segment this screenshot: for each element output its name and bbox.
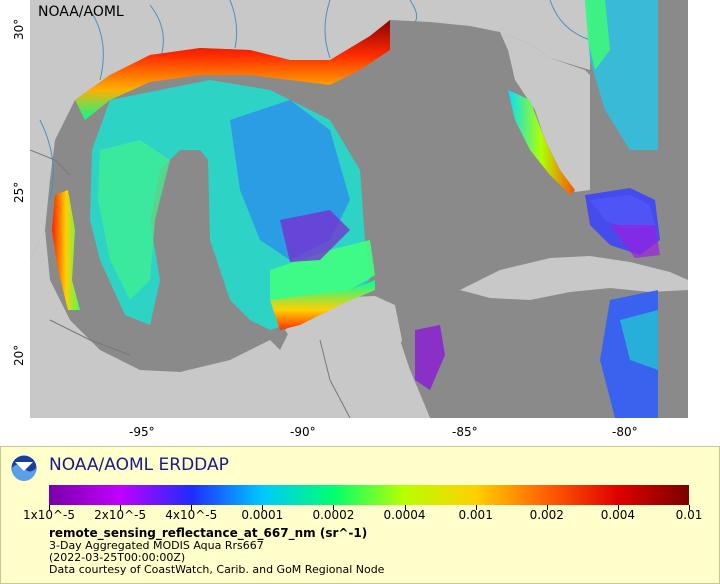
colorbar-tick-label: 0.0002 (312, 508, 355, 522)
colorbar-tick (262, 505, 264, 510)
variable-name: remote_sensing_reflectance_at_667_nm (sr… (49, 526, 368, 540)
reflectance-western-gulf-green (98, 140, 170, 300)
colorbar-tick-label: 0.004 (600, 508, 636, 522)
legend-brand: NOAA/AOML ERDDAP (49, 455, 229, 475)
product-name: 3-Day Aggregated MODIS Aqua Rrs667 (49, 539, 264, 552)
map-source-tag: NOAA/AOML (38, 4, 124, 20)
colorbar-tick-label: 1x10^-5 (22, 508, 76, 522)
colorbar-tick-label: 4x10^-5 (165, 508, 218, 522)
map-frame[interactable] (30, 0, 688, 418)
reflectance-florida-shelf (508, 90, 575, 195)
x-tick-95: -95° (129, 425, 155, 439)
x-tick-80: -80° (612, 425, 638, 439)
reflectance-atlantic-green (585, 0, 610, 70)
us-gulf-coast-land (30, 0, 590, 260)
colorbar-tick-label: 2x10^-5 (94, 508, 147, 522)
y-tick-20: 20° (12, 344, 26, 366)
colorbar-tick-label: 0.0001 (241, 508, 284, 522)
reflectance-purple-patch (280, 210, 350, 262)
colorbar-tick (546, 505, 548, 510)
reflectance-northern-coast (75, 20, 390, 120)
colorbar-tick (617, 505, 619, 510)
data-credit: Data courtesy of CoastWatch, Carib. and … (49, 563, 385, 576)
reflectance-caribbean-cyan (620, 310, 658, 370)
colorbar-tick-label: 0.01 (675, 508, 703, 522)
reflectance-yucatan-shelf (270, 240, 375, 315)
reflectance-florida-straits-purple (610, 225, 660, 258)
legend-panel: NOAA/AOML ERDDAP remote_sensing_reflecta… (0, 446, 720, 584)
colorbar-tick (404, 505, 406, 510)
yucatan-land (285, 296, 402, 385)
reflectance-yucatan-channel (415, 325, 445, 390)
central-america-land (350, 370, 430, 418)
colorbar-tick (191, 505, 193, 510)
colorbar-tick (475, 505, 477, 510)
colorbar (49, 485, 689, 505)
country-borders (30, 149, 351, 418)
colorbar-tick-label: 0.001 (458, 508, 493, 522)
y-tick-30: 30° (12, 18, 26, 40)
colorbar-tick-label: 0.0004 (383, 508, 426, 522)
colorbar-tick-label: 0.002 (529, 508, 564, 522)
cuba-land (460, 256, 688, 300)
noaa-logo-icon (11, 455, 37, 481)
colorbar-tick (689, 505, 690, 510)
time-stamp: (2022-03-25T00:00:00Z) (49, 551, 186, 564)
map-canvas[interactable] (30, 0, 688, 418)
y-tick-25: 25° (12, 181, 26, 203)
x-tick-85: -85° (452, 425, 478, 439)
reflectance-west-coast (52, 190, 80, 310)
colorbar-tick (49, 505, 50, 510)
colorbar-tick (120, 505, 122, 510)
reflectance-yucatan-coast (270, 280, 375, 330)
colorbar-tick (333, 505, 335, 510)
x-tick-90: -90° (290, 425, 316, 439)
florida-land (500, 32, 590, 192)
